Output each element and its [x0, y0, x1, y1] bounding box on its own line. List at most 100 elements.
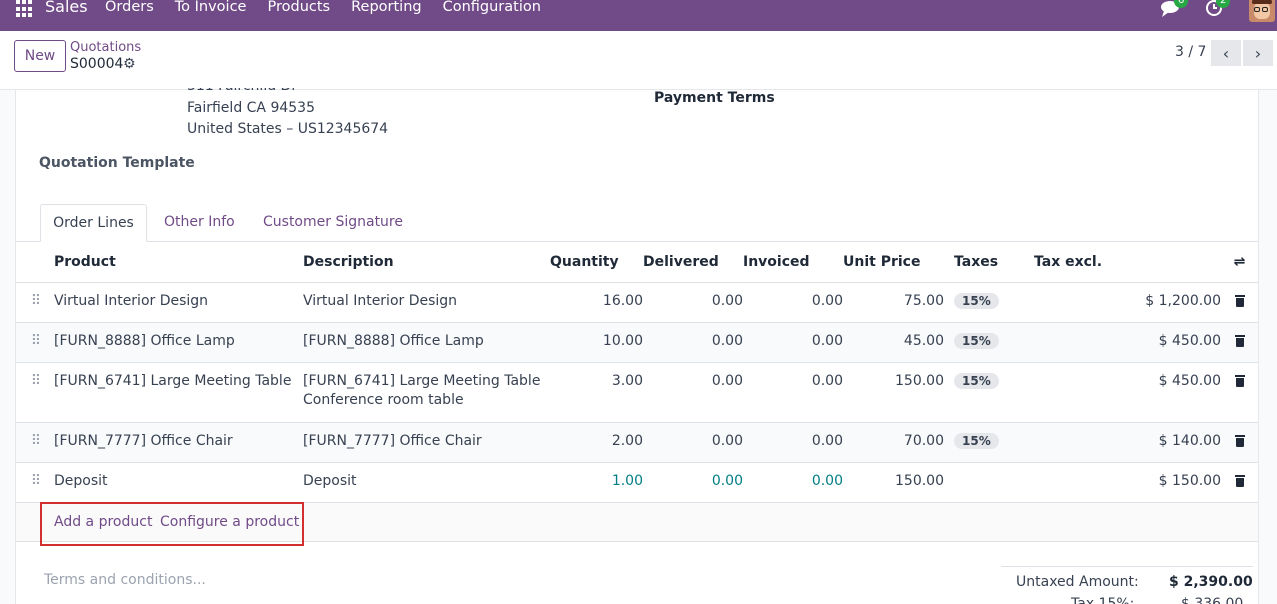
column-header-unit-price[interactable]: Unit Price	[843, 242, 944, 283]
cell-subtotal: $ 450.00	[1034, 362, 1221, 423]
column-header-taxes[interactable]: Taxes	[944, 242, 1034, 283]
drag-handle-icon[interactable]: ⠿	[30, 332, 41, 349]
payment-terms-label: Payment Terms	[654, 90, 775, 106]
cell-subtotal: $ 1,200.00	[1034, 282, 1221, 323]
delete-icon[interactable]	[1234, 474, 1245, 487]
delete-icon[interactable]	[1234, 334, 1245, 347]
cell-unit-price[interactable]: 70.00	[843, 422, 944, 463]
cell-quantity[interactable]: 3.00	[550, 362, 643, 423]
add-product-link[interactable]: Add a product	[54, 514, 153, 530]
table-row[interactable]: ⠿ [FURN_8888] Office Lamp [FURN_8888] Of…	[16, 322, 1258, 363]
cell-description[interactable]: [FURN_8888] Office Lamp	[303, 322, 550, 363]
cell-unit-price[interactable]: 150.00	[843, 362, 944, 423]
cell-description[interactable]: Deposit	[303, 462, 550, 503]
address-line-3: United States – US12345674	[187, 121, 389, 137]
cell-description[interactable]: [FURN_7777] Office Chair	[303, 422, 550, 463]
menu-item-orders[interactable]: Orders	[105, 0, 154, 15]
gear-icon[interactable]: ⚙	[123, 56, 136, 72]
tab-customer-signature[interactable]: Customer Signature	[263, 214, 403, 230]
table-row[interactable]: ⠿ Deposit Deposit 1.00 0.00 0.00 150.00 …	[16, 462, 1258, 503]
cell-description[interactable]: Virtual Interior Design	[303, 282, 550, 323]
cell-delivered: 0.00	[643, 322, 743, 363]
menu-item-to-invoice[interactable]: To Invoice	[174, 0, 247, 15]
column-header-product[interactable]: Product	[54, 242, 303, 283]
app-brand[interactable]: Sales	[45, 0, 88, 16]
messages-button[interactable]: 6	[1160, 0, 1189, 22]
table-header: Product Description Quantity Delivered I…	[16, 242, 1258, 283]
configure-product-link[interactable]: Configure a product	[160, 514, 300, 530]
order-lines-table: Product Description Quantity Delivered I…	[16, 242, 1258, 503]
description-line-1: [FURN_6741] Large Meeting Table	[303, 372, 541, 389]
cell-delivered: 0.00	[643, 422, 743, 463]
delete-icon[interactable]	[1234, 434, 1245, 447]
cell-quantity[interactable]: 2.00	[550, 422, 643, 463]
cell-description[interactable]: [FURN_6741] Large Meeting Table Conferen…	[303, 362, 550, 423]
pager-value[interactable]: 3 / 7	[1175, 44, 1207, 60]
column-header-quantity[interactable]: Quantity	[550, 242, 643, 283]
terms-input[interactable]: Terms and conditions...	[44, 572, 206, 588]
highlight-box	[40, 502, 304, 546]
cell-unit-price[interactable]: 75.00	[843, 282, 944, 323]
cell-delivered: 0.00	[643, 362, 743, 423]
breadcrumb-quotations[interactable]: Quotations	[70, 40, 142, 55]
pager-previous-button[interactable]: ‹	[1211, 40, 1241, 66]
activities-button[interactable]: 2	[1205, 0, 1231, 22]
column-header-description[interactable]: Description	[303, 242, 550, 283]
table-row[interactable]: ⠿ [FURN_7777] Office Chair [FURN_7777] O…	[16, 422, 1258, 463]
new-button[interactable]: New	[14, 40, 66, 72]
cell-quantity[interactable]: 16.00	[550, 282, 643, 323]
apps-menu-icon[interactable]	[16, 0, 34, 18]
top-navbar: Sales Orders To Invoice Products Reporti…	[0, 0, 1277, 31]
cell-product[interactable]: [FURN_6741] Large Meeting Table	[54, 362, 303, 423]
drag-handle-icon[interactable]: ⠿	[30, 372, 41, 389]
cell-product[interactable]: [FURN_8888] Office Lamp	[54, 322, 303, 363]
cell-unit-price[interactable]: 150.00	[843, 462, 944, 503]
tax-tag[interactable]: 15%	[954, 292, 999, 309]
tax-tag[interactable]: 15%	[954, 332, 999, 349]
add-line-row: Add a product Configure a product	[16, 502, 1258, 546]
drag-handle-icon[interactable]: ⠿	[30, 292, 41, 309]
drag-handle-icon[interactable]: ⠿	[30, 472, 41, 489]
pager-next-button[interactable]: ›	[1243, 40, 1273, 66]
tax-tag[interactable]: 15%	[954, 372, 999, 389]
cell-invoiced: 0.00	[743, 422, 843, 463]
table-row[interactable]: ⠿ [FURN_6741] Large Meeting Table [FURN_…	[16, 362, 1258, 423]
cell-invoiced: 0.00	[743, 362, 843, 423]
untaxed-label: Untaxed Amount:	[1016, 574, 1139, 590]
optional-columns-icon[interactable]: ⇌	[1233, 253, 1246, 270]
totals-summary	[1001, 566, 1253, 567]
column-header-invoiced[interactable]: Invoiced	[743, 242, 843, 283]
column-header-delivered[interactable]: Delivered	[643, 242, 743, 283]
cell-subtotal: $ 140.00	[1034, 422, 1221, 463]
cell-product[interactable]: Virtual Interior Design	[54, 282, 303, 323]
cell-quantity[interactable]: 1.00	[550, 462, 643, 503]
tax-tag[interactable]: 15%	[954, 432, 999, 449]
cell-invoiced: 0.00	[743, 462, 843, 503]
menu-item-reporting[interactable]: Reporting	[351, 0, 422, 15]
menu-item-products[interactable]: Products	[267, 0, 331, 15]
table-row[interactable]: ⠿ Virtual Interior Design Virtual Interi…	[16, 282, 1258, 323]
tab-other-info[interactable]: Other Info	[164, 214, 235, 230]
quotation-template-label: Quotation Template	[39, 155, 195, 171]
cell-product[interactable]: [FURN_7777] Office Chair	[54, 422, 303, 463]
cell-subtotal: $ 150.00	[1034, 462, 1221, 503]
control-panel: New Quotations S00004 ⚙ 3 / 7 ‹ ›	[0, 31, 1277, 90]
cell-delivered: 0.00	[643, 282, 743, 323]
column-header-tax-excl[interactable]: Tax excl.	[1034, 242, 1221, 283]
address-line-2: Fairfield CA 94535	[187, 100, 315, 116]
delete-icon[interactable]	[1234, 374, 1245, 387]
cell-quantity[interactable]: 10.00	[550, 322, 643, 363]
cell-taxes-empty[interactable]	[944, 462, 1034, 503]
tab-order-lines[interactable]: Order Lines	[40, 204, 147, 242]
delete-icon[interactable]	[1234, 294, 1245, 307]
menu-item-configuration[interactable]: Configuration	[442, 0, 541, 15]
tax-value: $ 336.00	[1181, 596, 1244, 604]
tax-label: Tax 15%:	[1071, 596, 1135, 604]
untaxed-value: $ 2,390.00	[1169, 574, 1253, 590]
cell-product[interactable]: Deposit	[54, 462, 303, 503]
clock-icon	[1206, 0, 1222, 16]
cell-unit-price[interactable]: 45.00	[843, 322, 944, 363]
main-menu: Orders To Invoice Products Reporting Con…	[105, 0, 562, 15]
drag-handle-icon[interactable]: ⠿	[30, 432, 41, 449]
user-avatar[interactable]	[1249, 0, 1275, 22]
